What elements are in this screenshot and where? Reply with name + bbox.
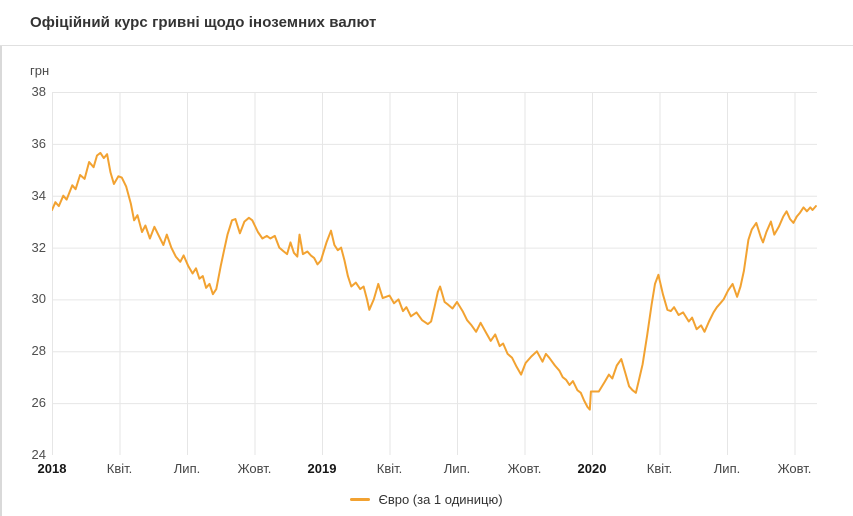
x-tick-label-Жовт.: Жовт.: [507, 461, 542, 476]
legend[interactable]: Євро (за 1 одиницю): [0, 492, 853, 507]
x-tick-label-Лип.: Лип.: [713, 461, 741, 476]
y-axis-unit-label: грн: [30, 63, 50, 78]
title-bar: Офіційний курс гривні щодо іноземних вал…: [0, 0, 853, 46]
chart-canvas[interactable]: [52, 92, 817, 455]
y-tick-label-38: 38: [31, 84, 46, 99]
y-tick-label-24: 24: [31, 447, 46, 462]
y-tick-label-36: 36: [31, 135, 46, 151]
x-tick-label-Жовт.: Жовт.: [237, 461, 272, 476]
x-tick-label-2019: 2019: [307, 461, 337, 476]
y-axis: 38 36 34 32 30 28 26 24: [0, 84, 46, 462]
y-tick-label-26: 26: [31, 395, 46, 411]
x-tick-label-Лип.: Лип.: [443, 461, 471, 476]
x-tick-label-2020: 2020: [577, 461, 607, 476]
plot-area[interactable]: [52, 92, 817, 455]
y-tick-label-30: 30: [31, 291, 46, 307]
x-tick-label-Лип.: Лип.: [173, 461, 201, 476]
x-tick-label-2018: 2018: [37, 461, 67, 476]
legend-line-swatch: [350, 498, 371, 501]
legend-label: Євро (за 1 одиницю): [378, 492, 503, 507]
page-title: Офіційний курс гривні щодо іноземних вал…: [30, 14, 377, 31]
x-tick-label-Квіт.: Квіт.: [646, 461, 673, 476]
x-tick-label-Квіт.: Квіт.: [376, 461, 403, 476]
card-left-border: [0, 46, 2, 516]
y-tick-label-32: 32: [31, 239, 46, 255]
y-tick-label-28: 28: [31, 343, 46, 359]
y-tick-label-34: 34: [31, 187, 46, 203]
series-line-0[interactable]: [52, 151, 817, 411]
x-axis: 2018 Квіт. Лип. Жовт. 2019 Квіт. Лип. Жовт. 2020…: [38, 461, 817, 479]
x-tick-label-Квіт.: Квіт.: [106, 461, 133, 476]
x-tick-label-Жовт.: Жовт.: [777, 461, 812, 476]
